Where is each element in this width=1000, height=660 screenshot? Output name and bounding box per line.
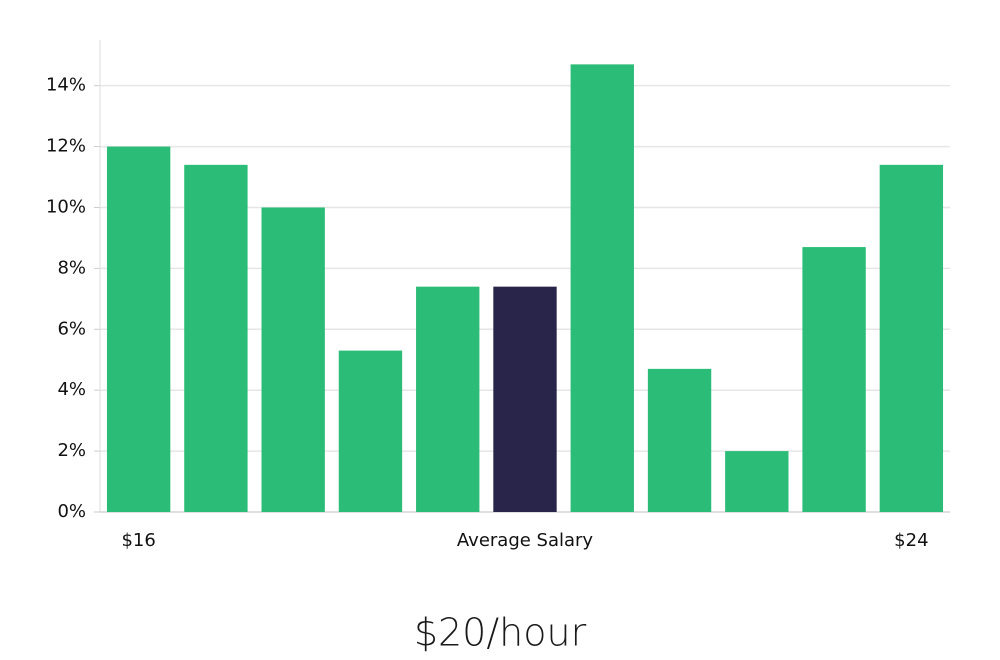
bar — [802, 247, 866, 512]
y-tick-label: 14% — [46, 75, 86, 96]
x-tick-label: Average Salary — [457, 530, 594, 551]
y-tick-label: 8% — [57, 257, 86, 278]
y-tick-label: 2% — [57, 440, 86, 461]
bar — [725, 451, 789, 512]
y-tick-label: 6% — [57, 318, 86, 339]
bar — [106, 146, 171, 513]
y-tick-label: 10% — [46, 196, 86, 217]
bar — [570, 64, 634, 512]
bar — [184, 164, 248, 512]
bar — [338, 350, 403, 512]
chart-subtitle: $20/hour — [414, 611, 587, 655]
bar — [493, 286, 557, 512]
bar — [261, 207, 325, 512]
bar — [879, 164, 944, 512]
y-tick-label: 4% — [57, 379, 86, 400]
x-tick-label: $16 — [121, 530, 155, 551]
bar — [416, 286, 480, 512]
y-tick-label: 12% — [46, 136, 86, 157]
y-tick-label: 0% — [57, 501, 86, 522]
x-tick-label: $24 — [894, 530, 928, 551]
bar — [647, 368, 712, 512]
